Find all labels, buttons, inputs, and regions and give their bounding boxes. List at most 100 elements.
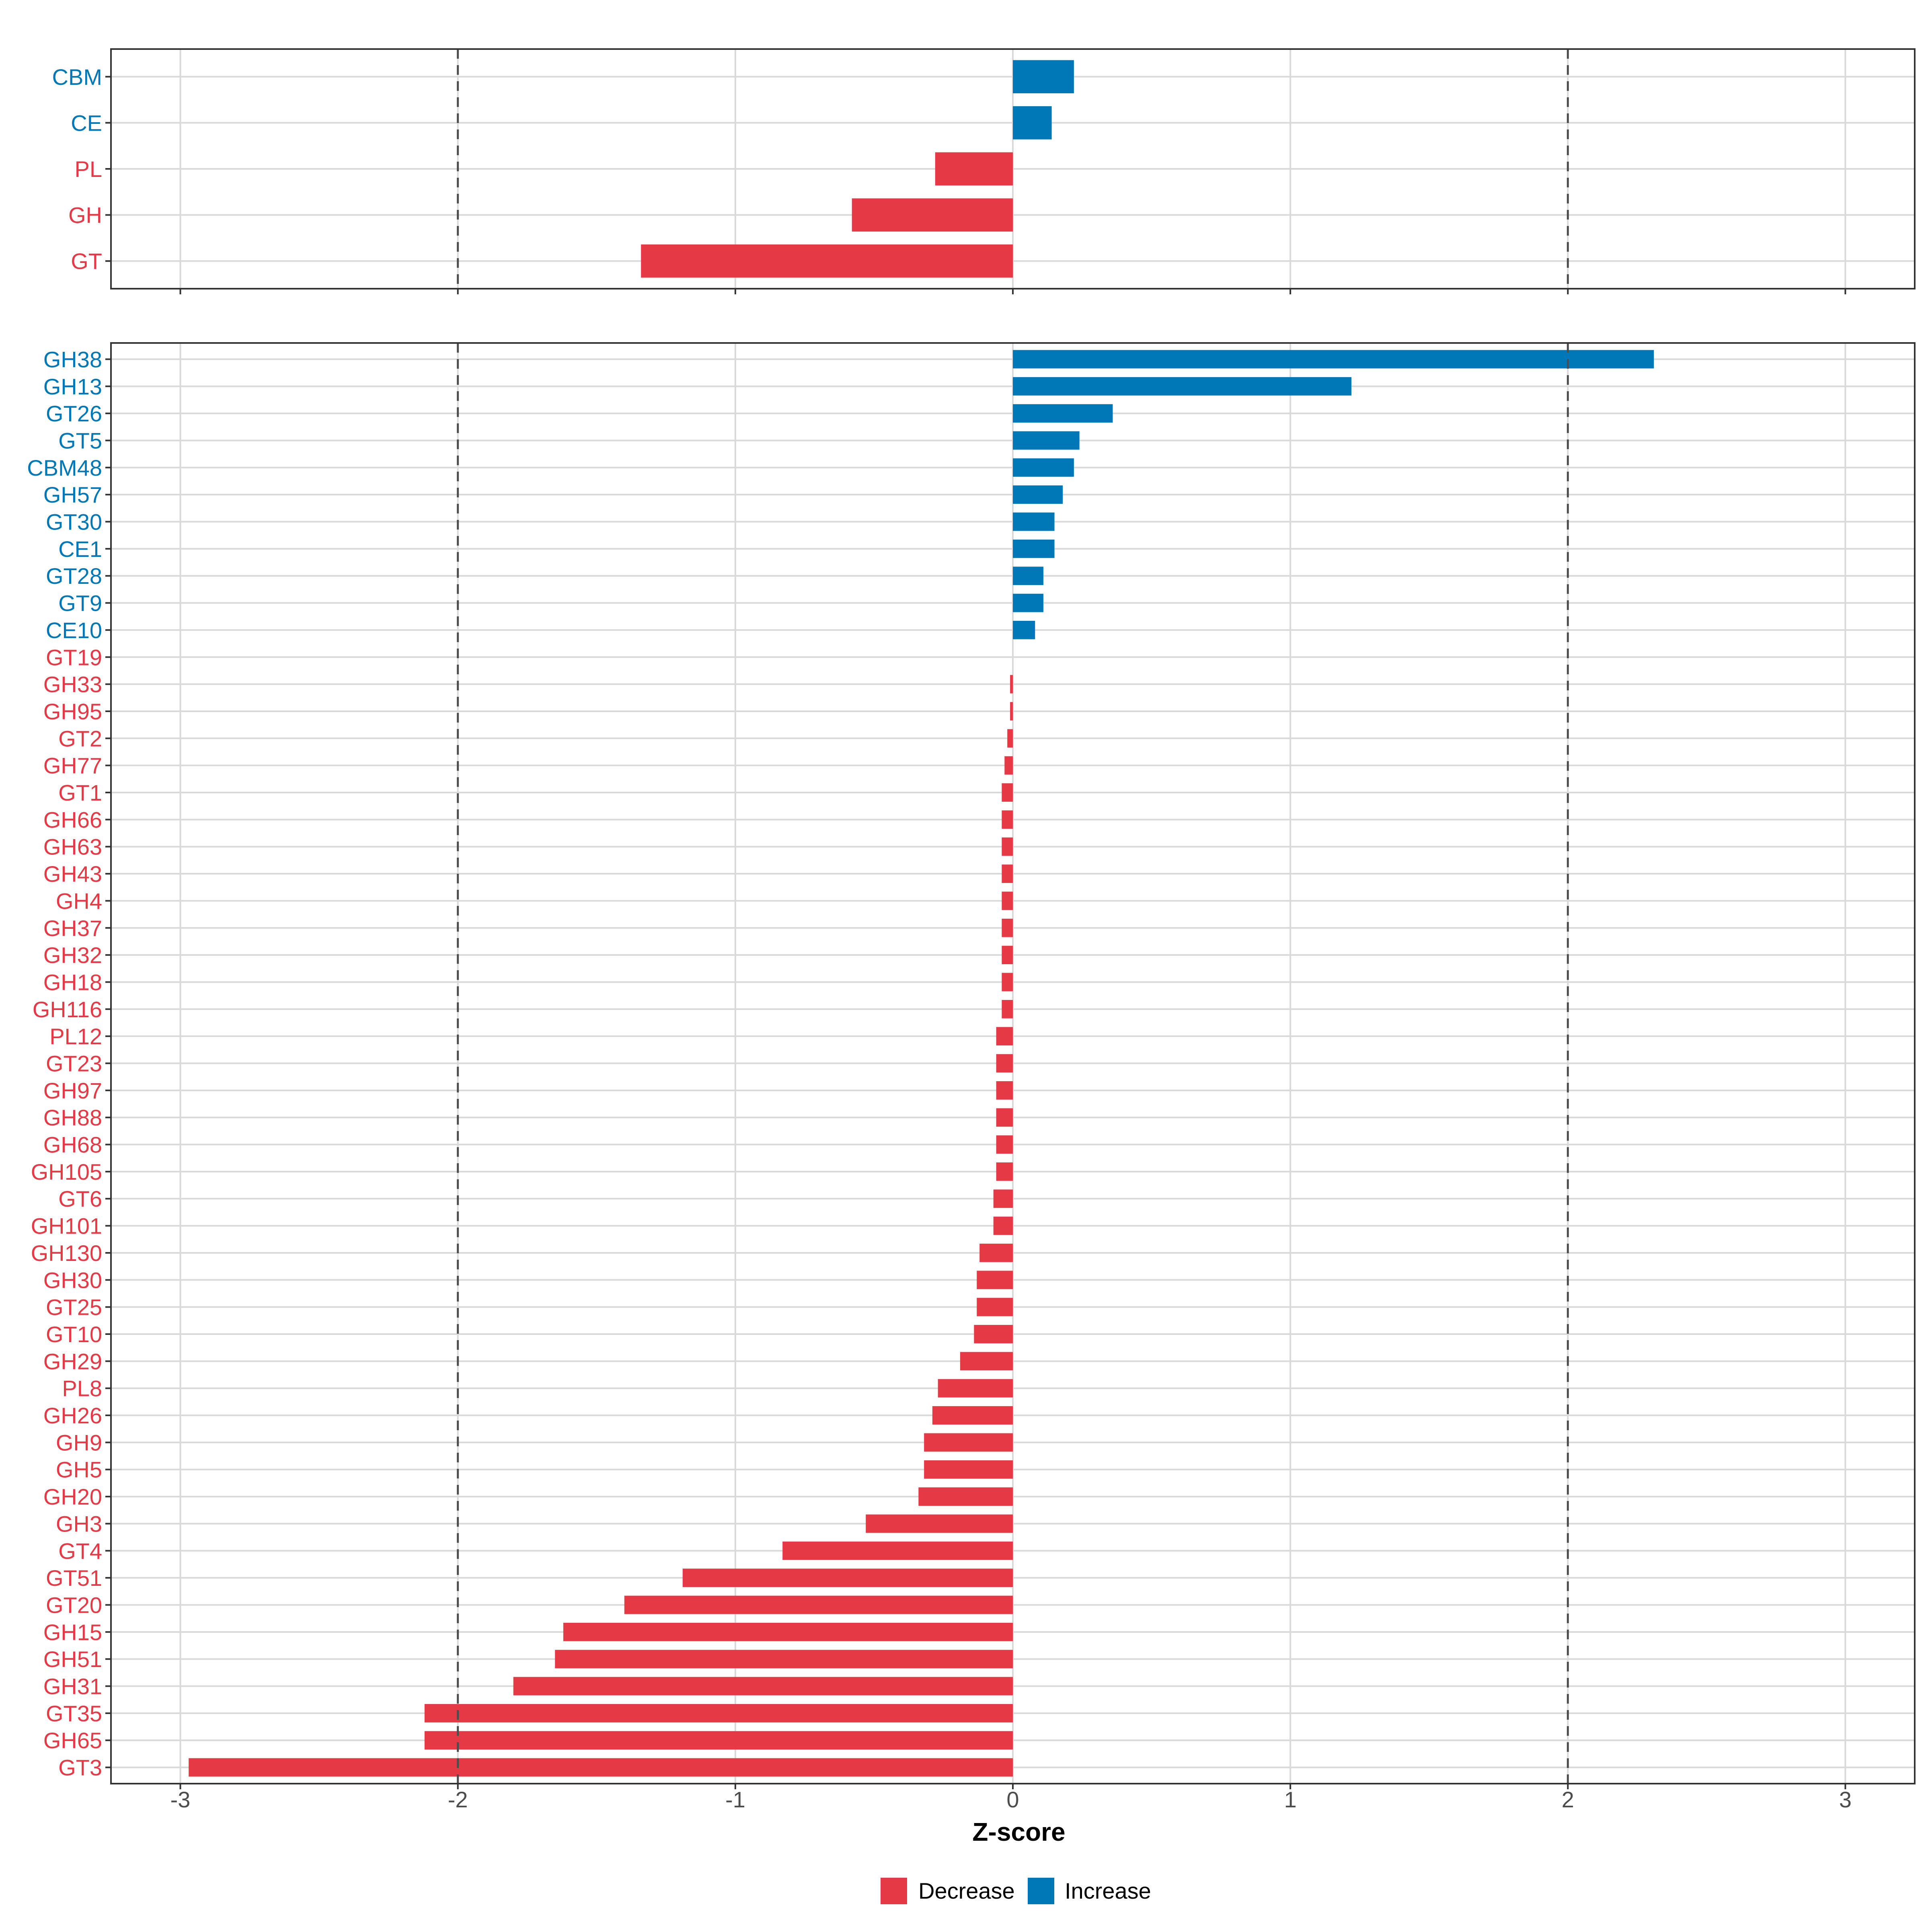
bottom-bar-gh32 — [1002, 946, 1013, 965]
bottom-bar-gh4 — [1002, 891, 1013, 910]
top-panel: CBM CE PL GH GT — [52, 48, 1916, 294]
bottom-category-label-gt30: GT30 — [46, 509, 102, 535]
bottom-bar-gh29 — [960, 1352, 1013, 1371]
bottom-bar-gh9 — [924, 1433, 1013, 1452]
bottom-category-label-gh88: GH88 — [43, 1105, 102, 1130]
bottom-bar-gh57 — [1013, 485, 1063, 504]
bottom-bar-gh101 — [993, 1216, 1013, 1235]
bottom-bar-gt2 — [1007, 729, 1013, 748]
top-category-label-gh: GH — [68, 203, 102, 228]
bottom-category-label-gh13: GH13 — [43, 374, 102, 399]
bottom-category-label-gt35: GT35 — [46, 1701, 102, 1726]
bottom-category-label-gh30: GH30 — [43, 1267, 102, 1293]
legend: Decrease Increase — [881, 1878, 1151, 1904]
bottom-bar-gh18 — [1002, 973, 1013, 992]
bottom-category-label-gh95: GH95 — [43, 699, 102, 724]
top-category-label-pl: PL — [75, 156, 103, 182]
bottom-bar-gh68 — [996, 1135, 1013, 1154]
bottom-category-label-gh18: GH18 — [43, 969, 102, 995]
bottom-category-label-gt51: GT51 — [46, 1565, 102, 1591]
bottom-bar-gt30 — [1013, 512, 1055, 531]
x-tick-label-2: -1 — [725, 1787, 745, 1812]
x-tick-label-5: 2 — [1562, 1787, 1574, 1812]
legend-swatch-increase — [1028, 1878, 1054, 1904]
bottom-bar-gh63 — [1002, 837, 1013, 856]
bottom-category-label-gh15: GH15 — [43, 1620, 102, 1645]
bottom-category-label-gh26: GH26 — [43, 1403, 102, 1428]
bottom-bar-gh97 — [996, 1081, 1013, 1100]
bottom-bar-gh33 — [1010, 675, 1013, 694]
bottom-category-label-gh63: GH63 — [43, 834, 102, 860]
top-bar-gt — [641, 244, 1013, 278]
bottom-category-label-gh20: GH20 — [43, 1484, 102, 1509]
bottom-category-label-gh51: GH51 — [43, 1647, 102, 1672]
top-bar-gh — [852, 198, 1013, 232]
legend-label-increase: Increase — [1065, 1878, 1151, 1903]
bottom-bar-pl12 — [996, 1027, 1013, 1046]
bottom-bar-gh38 — [1013, 350, 1654, 369]
bottom-category-label-gt4: GT4 — [58, 1538, 102, 1564]
bottom-category-label-gh32: GH32 — [43, 942, 102, 968]
bottom-category-label-gt3: GT3 — [58, 1755, 102, 1780]
bottom-category-label-gh3: GH3 — [56, 1511, 102, 1536]
x-tick-label-4: 1 — [1284, 1787, 1297, 1812]
bottom-category-label-gh38: GH38 — [43, 347, 102, 372]
x-tick-label-0: -3 — [170, 1787, 191, 1812]
bottom-panel: GH38GH13GT26GT5CBM48GH57GT30CE1GT28GT9CE… — [27, 342, 1916, 1789]
bottom-category-label-gh33: GH33 — [43, 672, 102, 697]
bottom-bar-gt10 — [974, 1325, 1013, 1343]
bottom-category-label-gh65: GH65 — [43, 1728, 102, 1753]
bottom-bar-gh65 — [424, 1731, 1013, 1750]
x-tick-label-1: -2 — [448, 1787, 468, 1812]
bottom-category-label-gt26: GT26 — [46, 401, 102, 426]
bottom-bar-gt4 — [782, 1541, 1013, 1560]
x-tick-label-6: 3 — [1839, 1787, 1852, 1812]
bottom-category-label-gt20: GT20 — [46, 1592, 102, 1618]
bottom-bar-gh130 — [979, 1244, 1013, 1262]
bottom-category-label-cbm48: CBM48 — [27, 455, 102, 480]
bottom-category-label-ce1: CE1 — [58, 536, 102, 562]
bottom-category-label-gh57: GH57 — [43, 482, 102, 507]
bottom-category-label-gt5: GT5 — [58, 428, 102, 453]
bottom-bar-gt25 — [977, 1298, 1013, 1316]
bottom-bar-gt5 — [1013, 431, 1080, 450]
top-bar-ce — [1013, 106, 1052, 140]
bottom-category-label-gh4: GH4 — [56, 888, 102, 914]
bottom-category-label-gh101: GH101 — [31, 1213, 102, 1239]
x-axis-title: Z-score — [972, 1817, 1065, 1846]
bottom-bar-gh30 — [977, 1271, 1013, 1289]
bottom-bar-gt1 — [1002, 783, 1013, 802]
x-tick-label-3: 0 — [1006, 1787, 1019, 1812]
top-category-label-cbm: CBM — [52, 64, 102, 90]
bottom-bar-gt51 — [682, 1569, 1013, 1587]
bottom-category-label-gh77: GH77 — [43, 753, 102, 778]
bottom-category-label-gh105: GH105 — [31, 1159, 102, 1185]
bottom-category-label-gh97: GH97 — [43, 1078, 102, 1103]
legend-label-decrease: Decrease — [918, 1878, 1015, 1903]
bottom-category-label-gt23: GT23 — [46, 1051, 102, 1076]
bottom-bar-gt26 — [1013, 404, 1113, 423]
legend-swatch-decrease — [881, 1878, 907, 1904]
bottom-bar-gt20 — [624, 1595, 1013, 1614]
bottom-bar-ce1 — [1013, 539, 1055, 558]
bottom-bar-gh105 — [996, 1162, 1013, 1181]
top-bar-pl — [935, 152, 1013, 186]
bottom-bar-gt6 — [993, 1189, 1013, 1208]
top-category-label-gt: GT — [71, 248, 102, 274]
bottom-category-label-gt25: GT25 — [46, 1295, 102, 1320]
bottom-category-label-gh31: GH31 — [43, 1674, 102, 1699]
bottom-bar-gt3 — [189, 1758, 1013, 1777]
bottom-bar-gh37 — [1002, 918, 1013, 937]
bottom-bar-gt35 — [424, 1704, 1013, 1723]
bottom-category-label-gh66: GH66 — [43, 807, 102, 832]
bottom-bar-gh3 — [866, 1514, 1013, 1533]
bottom-bar-gh13 — [1013, 377, 1351, 396]
top-panel-border — [110, 48, 1916, 289]
bottom-category-label-gh9: GH9 — [56, 1430, 102, 1455]
bottom-bar-gh116 — [1002, 1000, 1013, 1018]
bottom-bar-cbm48 — [1013, 458, 1074, 477]
bottom-bar-gh51 — [555, 1650, 1013, 1669]
bottom-bar-gh15 — [563, 1622, 1013, 1641]
